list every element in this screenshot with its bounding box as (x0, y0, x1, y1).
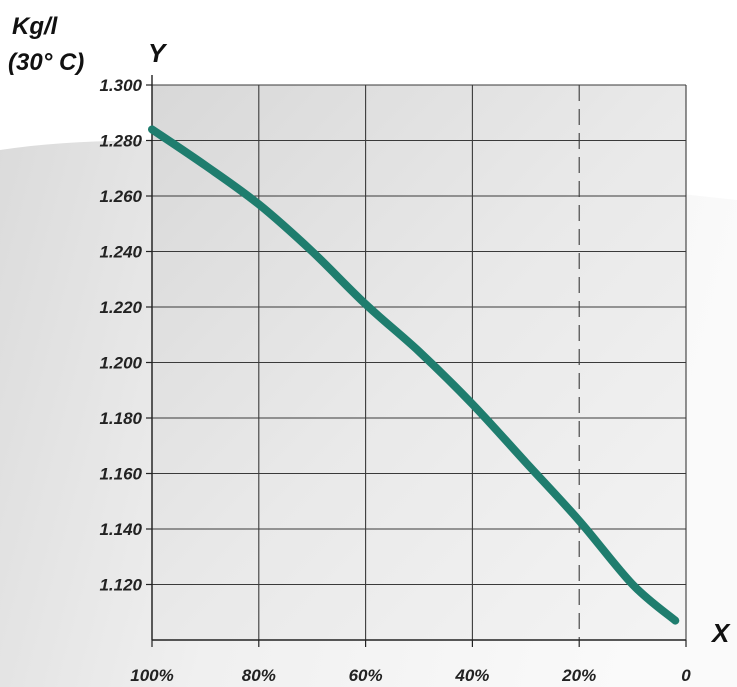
y-tick-label: 1.280 (99, 132, 142, 151)
y-unit-label-line1: Kg/l (12, 13, 59, 40)
y-tick-label: 1.180 (99, 409, 142, 428)
y-tick-label: 1.140 (99, 520, 142, 539)
x-tick-label: 0 (681, 666, 691, 685)
axes (146, 75, 687, 647)
y-tick-label: 1.120 (99, 576, 142, 595)
y-tick-label: 1.240 (99, 243, 142, 262)
y-axis-label: Y (148, 38, 168, 68)
x-tick-label: 80% (242, 666, 276, 685)
y-tick-label: 1.300 (99, 76, 142, 95)
tick-labels: 1.120 1.140 1.160 1.180 1.200 1.220 1.240 1.260… (99, 76, 691, 685)
y-tick-label: 1.220 (99, 298, 142, 317)
y-unit-label-line2: (30° C) (8, 49, 84, 76)
grid (151, 84, 687, 640)
x-tick-label: 20% (561, 666, 596, 685)
axis-titles: Kg/l (30° C) Y X (8, 13, 731, 648)
data-series (148, 125, 680, 625)
y-tick-label: 1.260 (99, 187, 142, 206)
x-axis-label: X (710, 618, 731, 648)
y-tick-label: 1.200 (99, 354, 142, 373)
y-tick-label: 1.160 (99, 465, 142, 484)
x-tick-label: 60% (349, 666, 383, 685)
density-curve (148, 125, 680, 625)
x-tick-label: 40% (454, 666, 489, 685)
x-tick-label: 100% (130, 666, 173, 685)
background-layer (0, 85, 737, 687)
